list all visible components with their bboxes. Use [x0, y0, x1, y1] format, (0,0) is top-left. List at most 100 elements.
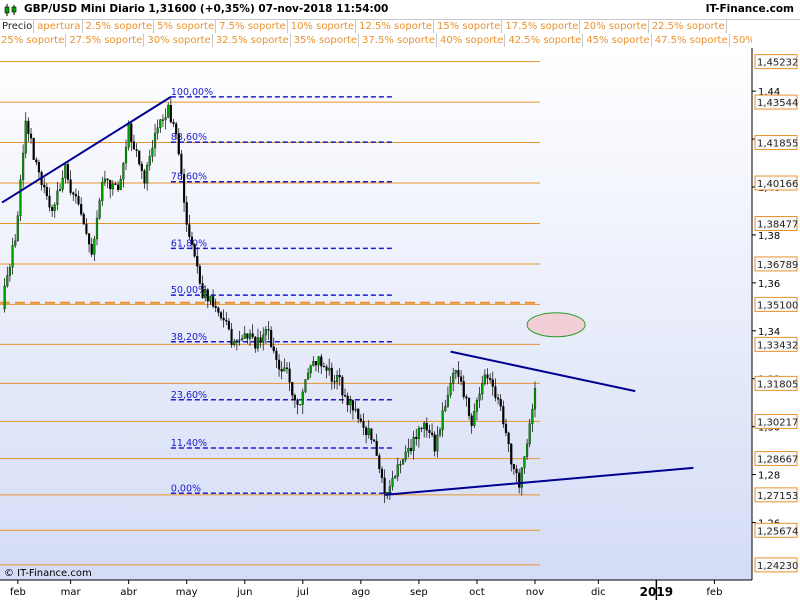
chart-title: GBP/USD Mini Diario 1,31600 (+0,35%) 07-…	[24, 3, 389, 15]
legend-item[interactable]: 50% s	[732, 34, 752, 47]
candle	[401, 459, 405, 465]
candle	[293, 395, 296, 400]
x-tick-label: jul	[296, 587, 309, 598]
legend-item[interactable]: 32.5% soporte	[215, 34, 291, 47]
legend-item[interactable]: 12.5% soporte	[359, 20, 435, 33]
candle	[420, 427, 423, 430]
y-tick-label: 1,44	[758, 87, 780, 98]
candle	[111, 183, 114, 190]
candle	[491, 379, 494, 387]
candle	[230, 328, 233, 345]
x-tick-label: ago	[352, 587, 371, 598]
legend-item[interactable]: 2.5% soporte	[85, 20, 155, 33]
candle	[238, 339, 241, 341]
candle	[486, 374, 489, 379]
legend-item[interactable]: 15% soporte	[437, 20, 503, 33]
support-value-box	[754, 175, 798, 191]
candle	[198, 266, 201, 284]
candle	[24, 120, 27, 154]
legend-item[interactable]: 25% soporte	[1, 34, 67, 47]
candle	[362, 420, 365, 428]
candle	[483, 374, 486, 384]
legend-item[interactable]: 10% soporte	[290, 20, 357, 33]
legend-item[interactable]: apertura	[37, 20, 83, 33]
candle	[32, 138, 35, 160]
candle	[359, 418, 362, 422]
y-tick-label: 1,38	[758, 231, 780, 242]
support-value-label: 1,30217	[757, 417, 798, 428]
support-value-box	[754, 296, 798, 312]
legend-item[interactable]: 5% soporte	[157, 20, 217, 33]
candle	[415, 436, 418, 439]
legend-item[interactable]: 35% soporte	[293, 34, 360, 47]
support-value-label: 1,36789	[757, 260, 798, 271]
candle	[489, 378, 492, 380]
candle	[515, 468, 518, 474]
candle	[425, 422, 428, 431]
support-value-box	[754, 557, 798, 573]
legend-item[interactable]: 45% soporte	[586, 34, 652, 47]
legend-item[interactable]: Precio	[2, 20, 35, 33]
candle	[66, 164, 70, 180]
candle	[478, 393, 481, 401]
candle	[380, 468, 384, 479]
candle	[243, 333, 246, 339]
legend-item[interactable]: 22.5% soporte	[651, 20, 727, 33]
candle	[299, 404, 302, 406]
candle	[336, 375, 339, 383]
candle	[351, 400, 355, 411]
candle	[518, 472, 521, 488]
fib-level-label: 61,80%	[171, 238, 207, 249]
legend-item[interactable]: 20% soporte	[583, 20, 649, 33]
legend-item[interactable]: 47.5% soporte	[654, 34, 730, 47]
candle	[106, 178, 109, 181]
candle	[140, 163, 143, 171]
candle	[69, 179, 72, 193]
candle	[407, 447, 410, 453]
fib-level-label: 50,00%	[171, 285, 207, 296]
candle	[412, 436, 415, 452]
candle	[161, 119, 165, 121]
x-tick-label: feb	[706, 587, 722, 598]
legend-item[interactable]: 42.5% soporte	[508, 34, 584, 47]
candle	[146, 165, 149, 184]
legend-item[interactable]: 37.5% soporte	[362, 34, 437, 47]
legend-item[interactable]: 27.5% soporte	[69, 34, 145, 47]
legend-item[interactable]: 7.5% soporte	[219, 20, 288, 33]
candle	[11, 245, 14, 268]
candle	[423, 422, 426, 429]
support-value-box	[754, 215, 798, 231]
candle	[29, 133, 33, 139]
candle	[80, 204, 83, 215]
candle	[3, 285, 6, 310]
legend-item[interactable]: 40% soporte	[439, 34, 506, 47]
trendline	[1, 96, 172, 204]
y-tick-label: 1,34	[758, 327, 780, 338]
candle	[109, 179, 112, 190]
candle	[436, 434, 439, 452]
candle	[77, 196, 80, 205]
candle	[246, 333, 249, 339]
candle	[167, 104, 170, 118]
candle	[259, 337, 262, 343]
y-tick-label: 1,28	[758, 471, 780, 482]
candle	[275, 350, 278, 361]
candle	[301, 391, 304, 405]
candle	[212, 296, 215, 307]
candle	[417, 427, 420, 439]
candle	[367, 428, 370, 436]
candle	[502, 406, 505, 425]
support-value-box	[754, 135, 798, 151]
candle	[43, 184, 46, 188]
candle	[185, 202, 188, 225]
legend-item[interactable]: 17.5% soporte	[505, 20, 581, 33]
support-value-label: 1,31805	[757, 379, 798, 390]
fib-level-label: 38,20%	[171, 332, 207, 343]
candle	[101, 181, 104, 201]
legend-item[interactable]: 30% soporte	[147, 34, 213, 47]
candle	[346, 395, 349, 406]
candle	[283, 367, 286, 372]
candle	[16, 215, 19, 242]
candle	[394, 476, 397, 479]
candle	[262, 334, 265, 343]
